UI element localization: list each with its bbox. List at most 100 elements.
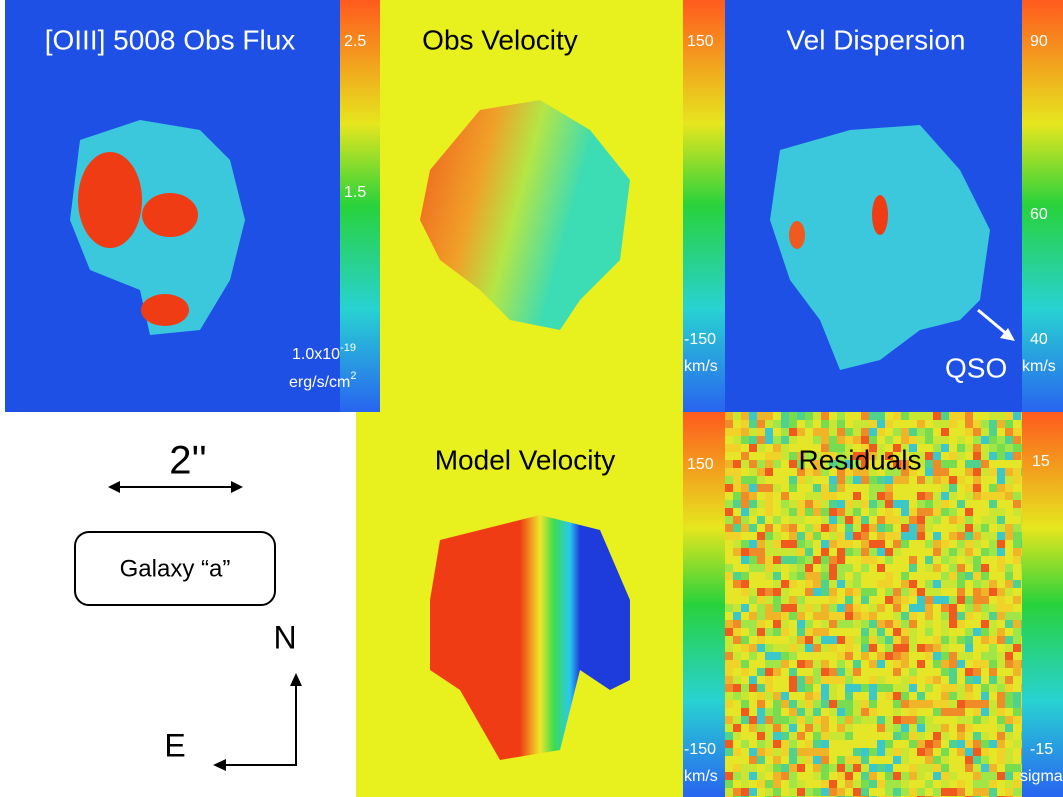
residual-pixel xyxy=(765,540,773,548)
residual-pixel xyxy=(869,620,877,628)
residual-pixel xyxy=(725,588,733,596)
residual-pixel xyxy=(1013,684,1021,692)
residual-pixel xyxy=(1021,548,1022,556)
residual-pixel xyxy=(1021,700,1022,708)
residual-pixel xyxy=(949,436,957,444)
residual-pixel xyxy=(909,748,917,756)
residual-pixel xyxy=(893,780,901,788)
residual-pixel xyxy=(893,764,901,772)
residual-pixel xyxy=(861,452,869,460)
residual-pixel xyxy=(805,580,813,588)
residual-pixel xyxy=(765,748,773,756)
residual-pixel xyxy=(933,748,941,756)
residual-pixel xyxy=(973,612,981,620)
residual-pixel xyxy=(981,716,989,724)
residual-pixel xyxy=(741,652,749,660)
residual-pixel xyxy=(981,444,989,452)
residual-pixel xyxy=(773,580,781,588)
residual-pixel xyxy=(765,756,773,764)
residual-pixel xyxy=(861,460,869,468)
residual-pixel xyxy=(861,740,869,748)
residual-pixel xyxy=(909,540,917,548)
residual-pixel xyxy=(997,772,1005,780)
residual-pixel xyxy=(845,708,853,716)
residual-pixel xyxy=(829,660,837,668)
residual-pixel xyxy=(741,588,749,596)
residual-pixel xyxy=(933,740,941,748)
residual-pixel xyxy=(941,492,949,500)
residual-pixel xyxy=(813,716,821,724)
residual-pixel xyxy=(885,524,893,532)
residual-pixel xyxy=(885,420,893,428)
residual-pixel xyxy=(781,428,789,436)
residual-pixel xyxy=(821,516,829,524)
residual-pixel xyxy=(877,660,885,668)
residual-pixel xyxy=(853,716,861,724)
residual-pixel xyxy=(781,508,789,516)
residual-pixel xyxy=(821,652,829,660)
residual-pixel xyxy=(757,764,765,772)
residual-pixel xyxy=(797,612,805,620)
residual-pixel xyxy=(917,644,925,652)
residual-pixel xyxy=(941,452,949,460)
residual-pixel xyxy=(877,460,885,468)
residual-pixel xyxy=(813,572,821,580)
residual-pixel xyxy=(725,740,733,748)
residual-pixel xyxy=(837,772,845,780)
residual-pixel xyxy=(925,500,933,508)
residual-pixel xyxy=(829,788,837,796)
residual-pixel xyxy=(901,460,909,468)
residual-pixel xyxy=(789,548,797,556)
residual-pixel xyxy=(725,652,733,660)
residual-pixel xyxy=(861,700,869,708)
residual-pixel xyxy=(773,636,781,644)
residual-pixel xyxy=(981,564,989,572)
residual-pixel xyxy=(869,740,877,748)
residual-pixel xyxy=(885,612,893,620)
residual-pixel xyxy=(837,508,845,516)
residual-pixel xyxy=(885,780,893,788)
residual-pixel xyxy=(773,604,781,612)
residual-pixel xyxy=(789,644,797,652)
residual-pixel xyxy=(973,708,981,716)
residual-pixel xyxy=(917,548,925,556)
residual-pixel xyxy=(909,476,917,484)
residual-pixel xyxy=(893,444,901,452)
colorbar xyxy=(683,412,725,797)
residual-pixel xyxy=(1021,508,1022,516)
residual-pixel xyxy=(949,652,957,660)
residual-pixel xyxy=(733,764,741,772)
residual-pixel xyxy=(1021,748,1022,756)
residual-pixel xyxy=(853,564,861,572)
residual-pixel xyxy=(885,580,893,588)
residual-pixel xyxy=(757,596,765,604)
residual-pixel xyxy=(789,692,797,700)
residual-pixel xyxy=(1013,412,1021,420)
residual-pixel xyxy=(885,508,893,516)
residual-pixel xyxy=(853,596,861,604)
residual-pixel xyxy=(933,788,941,796)
residual-pixel xyxy=(965,628,973,636)
residual-pixel xyxy=(821,428,829,436)
residual-pixel xyxy=(813,588,821,596)
residual-pixel xyxy=(733,684,741,692)
residual-pixel xyxy=(861,444,869,452)
residual-pixel xyxy=(909,452,917,460)
residual-pixel xyxy=(925,724,933,732)
residual-pixel xyxy=(885,468,893,476)
residual-pixel xyxy=(805,596,813,604)
residual-pixel xyxy=(1013,460,1021,468)
residual-pixel xyxy=(853,748,861,756)
unit-base: 1.0x10 xyxy=(292,346,340,363)
residual-pixel xyxy=(933,556,941,564)
residual-pixel xyxy=(853,476,861,484)
residual-pixel xyxy=(885,556,893,564)
residual-pixel xyxy=(869,748,877,756)
residual-pixel xyxy=(909,460,917,468)
residual-pixel xyxy=(781,452,789,460)
residual-pixel xyxy=(741,420,749,428)
residual-pixel xyxy=(749,580,757,588)
residual-pixel xyxy=(749,780,757,788)
residual-pixel xyxy=(797,588,805,596)
residual-pixel xyxy=(805,748,813,756)
